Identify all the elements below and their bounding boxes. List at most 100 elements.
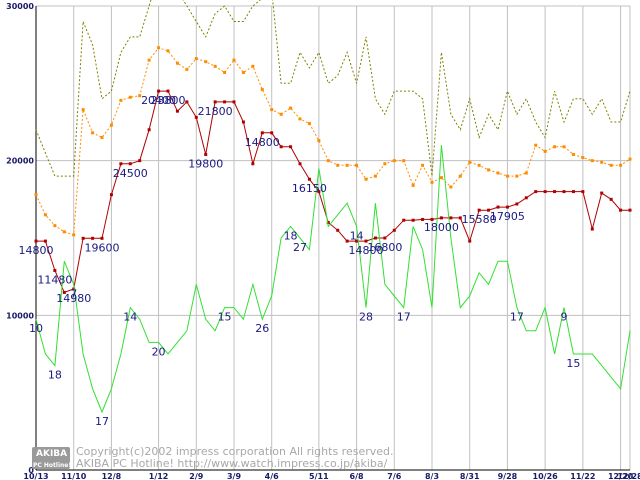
y-tick-label: 20000 — [6, 157, 34, 166]
data-point — [270, 108, 274, 112]
data-point — [600, 160, 604, 164]
data-point — [430, 217, 434, 221]
data-point — [355, 163, 359, 167]
data-label: 18 — [284, 229, 298, 242]
data-point — [194, 57, 198, 61]
data-point — [496, 171, 500, 175]
data-point — [345, 163, 349, 167]
watermark: AKIBA PC Hotline! Copyright(c)2002 impre… — [32, 445, 394, 470]
data-point — [562, 145, 566, 149]
data-point — [119, 98, 123, 102]
x-tick-label: 6/8 — [350, 472, 364, 480]
data-point — [109, 123, 113, 127]
x-tick-label: 1/12 — [149, 472, 169, 480]
data-point — [421, 217, 425, 221]
data-point — [138, 159, 142, 163]
x-tick-label: 12/28 — [617, 472, 640, 480]
hotline-url-line: AKIBA PC Hotline! http://www.watch.impre… — [76, 457, 388, 470]
data-point — [543, 190, 547, 194]
data-point — [421, 163, 425, 167]
data-point — [336, 163, 340, 167]
data-point — [138, 94, 142, 98]
data-label: 26 — [255, 322, 269, 335]
data-point — [515, 202, 519, 206]
data-point — [119, 162, 123, 166]
data-point — [185, 67, 189, 71]
data-point — [515, 174, 519, 178]
x-tick-label: 10/13 — [23, 472, 48, 480]
x-tick-label: 2/9 — [189, 472, 203, 480]
data-point — [590, 227, 594, 231]
data-point — [166, 49, 170, 53]
data-point — [430, 180, 434, 184]
x-tick-label: 12/20 — [608, 472, 634, 480]
data-point — [270, 131, 274, 135]
data-point — [175, 61, 179, 65]
data-point — [373, 174, 377, 178]
data-point — [628, 208, 632, 212]
data-point — [609, 163, 613, 167]
copyright-line: Copyright(c)2002 impress corporation All… — [76, 445, 394, 458]
data-point — [260, 88, 264, 92]
data-label: 23800 — [151, 94, 186, 107]
data-point — [477, 163, 481, 167]
data-point — [166, 89, 170, 93]
akiba-logo-top: AKIBA — [36, 449, 67, 459]
data-point — [251, 162, 255, 166]
data-point — [204, 60, 208, 64]
data-label: 14800 — [349, 244, 384, 257]
data-label: 28 — [359, 311, 373, 324]
data-point — [336, 228, 340, 232]
data-label: 20 — [152, 345, 166, 358]
data-point — [43, 239, 47, 243]
y-tick-label: 10000 — [6, 311, 34, 320]
data-point — [317, 190, 321, 194]
data-point — [232, 100, 236, 104]
data-point — [279, 145, 283, 149]
data-point — [72, 233, 76, 237]
data-point — [524, 196, 528, 200]
data-point — [581, 156, 585, 160]
data-point — [185, 100, 189, 104]
data-point — [411, 218, 415, 222]
data-label: 14800 — [245, 136, 280, 149]
data-point — [534, 143, 538, 147]
data-point — [571, 190, 575, 194]
data-point — [439, 176, 443, 180]
data-point — [307, 122, 311, 126]
data-point — [468, 239, 472, 243]
series-line-max-price — [35, 0, 631, 177]
axis-layer: 30000 20000 10000 010/13 11/10 12/8 1/12 2/9 3/9… — [6, 2, 640, 480]
data-label: 14 — [350, 229, 364, 242]
data-point — [147, 128, 151, 132]
data-point — [392, 159, 396, 163]
data-point — [458, 216, 462, 220]
x-tick-label: 9/28 — [498, 472, 518, 480]
data-label: 17 — [95, 415, 109, 428]
data-label: 16800 — [367, 241, 402, 254]
data-label: 15580 — [462, 213, 497, 226]
data-point — [496, 205, 500, 209]
data-point — [289, 145, 293, 149]
data-point — [373, 236, 377, 240]
data-point — [553, 190, 557, 194]
data-point — [81, 236, 85, 240]
data-point — [477, 208, 481, 212]
data-label: 19600 — [85, 241, 120, 254]
data-point — [590, 159, 594, 163]
data-point — [355, 239, 359, 243]
data-point — [487, 168, 491, 172]
data-point — [223, 71, 227, 75]
data-point — [609, 197, 613, 201]
data-label: 9 — [561, 311, 568, 324]
y-tick-label: 0 — [28, 466, 34, 475]
akiba-logo-bottom: PC Hotline! — [33, 462, 71, 469]
x-tick-label: 5/11 — [309, 472, 329, 480]
data-point — [128, 162, 132, 166]
data-point — [600, 191, 604, 195]
data-point — [251, 64, 255, 68]
data-label: 10 — [29, 322, 43, 335]
x-tick-label: 3/9 — [227, 472, 241, 480]
y-tick-label: 30000 — [6, 2, 34, 11]
